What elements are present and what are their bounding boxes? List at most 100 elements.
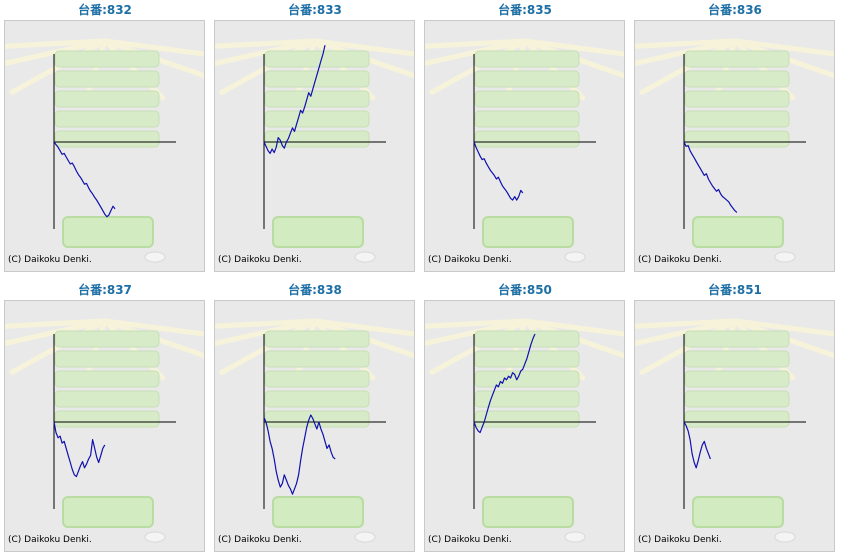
light-ray [635, 38, 738, 49]
light-ray [102, 38, 166, 101]
light-ray [732, 318, 834, 359]
light-ray [215, 318, 318, 329]
machine-tier [54, 330, 160, 348]
chart-panel-836: 台番:836 (C) Daikoku Denki. [630, 0, 840, 279]
light-ray [635, 318, 738, 346]
coin-icon [564, 251, 586, 263]
light-ray [522, 38, 624, 57]
machine-tier [54, 50, 160, 68]
light-ray [102, 38, 204, 79]
chart-panel-837: 台番:837 (C) Daikoku Denki. [0, 280, 210, 559]
machine-tier [264, 90, 370, 108]
machine-tier [264, 50, 370, 68]
chart-panel-850: 台番:850 (C) Daikoku Denki. [420, 280, 630, 559]
light-ray [102, 38, 204, 57]
chart-plot [215, 38, 414, 263]
chart-panel-835: 台番:835 (C) Daikoku Denki. [420, 0, 630, 279]
light-ray [732, 38, 834, 79]
coin-icon [774, 531, 796, 543]
machine-tier [264, 110, 370, 128]
machine-tier [474, 90, 580, 108]
chart-panel-851: 台番:851 (C) Daikoku Denki. [630, 280, 840, 559]
light-ray [102, 318, 204, 359]
light-ray [425, 38, 528, 49]
machine-tier [474, 130, 580, 148]
machine-tier [54, 130, 160, 148]
chart-title: 台番:850 [498, 283, 552, 297]
light-ray [425, 318, 528, 346]
machine-tier [54, 350, 160, 368]
chart-title: 台番:851 [708, 283, 762, 297]
light-ray [5, 38, 108, 66]
machine-tier [684, 130, 790, 148]
machine-tier [264, 70, 370, 88]
copyright-text: (C) Daikoku Denki. [428, 255, 512, 265]
copyright-text: (C) Daikoku Denki. [428, 535, 512, 545]
chart-title: 台番:832 [78, 3, 132, 17]
light-ray [5, 318, 108, 329]
background-art [635, 318, 834, 543]
copyright-text: (C) Daikoku Denki. [218, 255, 302, 265]
chart-frame: (C) Daikoku Denki. [424, 20, 625, 272]
light-ray [215, 38, 318, 66]
series-line [683, 421, 711, 469]
chart-frame: (C) Daikoku Denki. [214, 300, 415, 552]
copyright-text: (C) Daikoku Denki. [638, 255, 722, 265]
light-ray [312, 38, 414, 57]
light-ray [522, 38, 624, 79]
light-ray [312, 318, 376, 381]
copyright-text: (C) Daikoku Denki. [638, 535, 722, 545]
coin-icon [144, 531, 166, 543]
light-ray [522, 318, 624, 337]
chart-plot [635, 38, 834, 263]
machine-tier [684, 390, 790, 408]
machine-tier [684, 70, 790, 88]
light-ray [425, 38, 528, 66]
machine-tier [684, 90, 790, 108]
chart-plot [215, 318, 414, 543]
machine-tier [684, 370, 790, 388]
machine-tray [62, 216, 154, 248]
machine-tray [272, 216, 364, 248]
light-ray [102, 318, 204, 337]
light-ray [732, 38, 796, 101]
background-art [5, 318, 204, 543]
coin-icon [564, 531, 586, 543]
coin-icon [354, 251, 376, 263]
chart-panel-832: 台番:832 (C) Daikoku Denki. [0, 0, 210, 279]
chart-plot [425, 318, 624, 543]
light-ray [425, 318, 528, 329]
chart-frame: (C) Daikoku Denki. [4, 300, 205, 552]
light-ray [522, 318, 586, 381]
machine-tier [54, 70, 160, 88]
light-ray [732, 318, 796, 381]
machine-tier [474, 370, 580, 388]
chart-plot [635, 318, 834, 543]
machine-tier [684, 110, 790, 128]
series-line [53, 421, 106, 478]
chart-title: 台番:835 [498, 3, 552, 17]
chart-plot [5, 318, 204, 543]
machine-tier [684, 50, 790, 68]
coin-icon [144, 251, 166, 263]
light-ray [215, 318, 318, 346]
machine-tier [264, 130, 370, 148]
light-ray [732, 318, 834, 337]
series-line [473, 333, 536, 434]
machine-tray [482, 496, 574, 528]
machine-tray [692, 216, 784, 248]
series-line [473, 141, 524, 201]
machine-tier [54, 370, 160, 388]
chart-frame: (C) Daikoku Denki. [634, 20, 835, 272]
light-ray [5, 38, 108, 49]
machine-tier [474, 410, 580, 428]
machine-tier [474, 50, 580, 68]
series-line [683, 141, 738, 213]
background-art [215, 38, 414, 263]
background-art [215, 318, 414, 543]
light-ray [215, 38, 318, 49]
chart-plot [425, 38, 624, 263]
light-ray [312, 38, 376, 101]
coin-icon [774, 251, 796, 263]
machine-tray [272, 496, 364, 528]
